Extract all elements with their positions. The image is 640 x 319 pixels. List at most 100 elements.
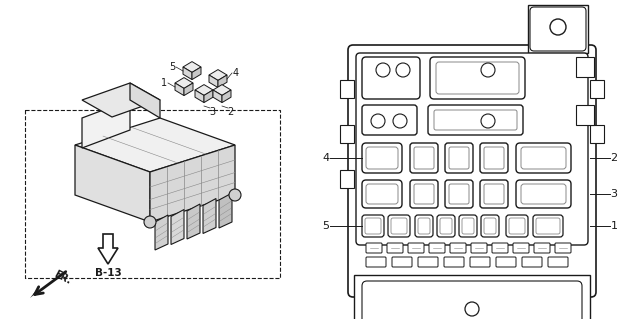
Text: 5: 5 xyxy=(169,62,175,72)
FancyBboxPatch shape xyxy=(536,218,560,234)
Polygon shape xyxy=(187,204,200,239)
Text: FR.: FR. xyxy=(52,269,72,287)
Circle shape xyxy=(396,63,410,77)
Text: 3: 3 xyxy=(209,107,215,117)
FancyBboxPatch shape xyxy=(362,105,417,135)
Polygon shape xyxy=(195,85,213,95)
FancyBboxPatch shape xyxy=(366,257,386,267)
FancyBboxPatch shape xyxy=(388,215,410,237)
FancyBboxPatch shape xyxy=(484,184,504,204)
Polygon shape xyxy=(213,90,222,103)
FancyBboxPatch shape xyxy=(484,147,504,169)
FancyBboxPatch shape xyxy=(362,180,402,208)
Text: 4: 4 xyxy=(233,68,239,78)
FancyBboxPatch shape xyxy=(418,257,438,267)
FancyBboxPatch shape xyxy=(509,218,525,234)
FancyBboxPatch shape xyxy=(534,243,550,253)
FancyBboxPatch shape xyxy=(449,184,469,204)
Circle shape xyxy=(376,63,390,77)
Polygon shape xyxy=(75,145,150,222)
FancyBboxPatch shape xyxy=(459,215,477,237)
FancyBboxPatch shape xyxy=(530,7,586,51)
Bar xyxy=(528,5,588,53)
Polygon shape xyxy=(213,85,231,95)
FancyBboxPatch shape xyxy=(521,184,566,204)
FancyBboxPatch shape xyxy=(516,143,571,173)
FancyBboxPatch shape xyxy=(362,215,384,237)
FancyBboxPatch shape xyxy=(414,184,434,204)
Bar xyxy=(340,125,354,143)
FancyBboxPatch shape xyxy=(410,180,438,208)
Text: 2: 2 xyxy=(611,153,618,163)
FancyBboxPatch shape xyxy=(348,45,596,297)
Polygon shape xyxy=(30,288,38,298)
Circle shape xyxy=(465,302,479,316)
Circle shape xyxy=(481,114,495,128)
Text: B-13: B-13 xyxy=(95,268,122,278)
FancyBboxPatch shape xyxy=(516,180,571,208)
Circle shape xyxy=(229,189,241,201)
Text: 3: 3 xyxy=(611,189,618,199)
FancyBboxPatch shape xyxy=(506,215,528,237)
Polygon shape xyxy=(204,90,213,103)
FancyBboxPatch shape xyxy=(366,243,382,253)
Polygon shape xyxy=(98,234,118,264)
Polygon shape xyxy=(171,210,184,244)
Bar xyxy=(452,297,492,313)
Text: 1: 1 xyxy=(611,221,618,231)
Polygon shape xyxy=(130,83,160,118)
FancyBboxPatch shape xyxy=(436,62,519,94)
FancyBboxPatch shape xyxy=(445,180,473,208)
Polygon shape xyxy=(183,62,201,72)
Polygon shape xyxy=(219,193,232,228)
Polygon shape xyxy=(218,75,227,88)
FancyBboxPatch shape xyxy=(437,215,455,237)
Circle shape xyxy=(550,19,566,35)
FancyBboxPatch shape xyxy=(449,147,469,169)
FancyBboxPatch shape xyxy=(471,243,487,253)
Circle shape xyxy=(481,63,495,77)
Polygon shape xyxy=(183,67,192,80)
FancyBboxPatch shape xyxy=(429,243,445,253)
Polygon shape xyxy=(155,215,168,250)
FancyBboxPatch shape xyxy=(484,218,496,234)
FancyBboxPatch shape xyxy=(391,218,407,234)
Bar xyxy=(340,80,354,98)
Bar xyxy=(354,275,590,319)
Circle shape xyxy=(393,114,407,128)
Polygon shape xyxy=(203,198,216,234)
Text: 1: 1 xyxy=(161,78,167,88)
FancyBboxPatch shape xyxy=(362,57,420,99)
FancyBboxPatch shape xyxy=(365,218,381,234)
FancyBboxPatch shape xyxy=(362,281,582,319)
Polygon shape xyxy=(184,83,193,96)
Bar xyxy=(590,125,604,143)
Text: 2: 2 xyxy=(227,107,233,117)
FancyBboxPatch shape xyxy=(444,257,464,267)
FancyBboxPatch shape xyxy=(480,143,508,173)
Bar xyxy=(590,80,604,98)
FancyBboxPatch shape xyxy=(445,143,473,173)
FancyBboxPatch shape xyxy=(481,215,499,237)
FancyBboxPatch shape xyxy=(434,110,517,130)
Bar xyxy=(25,110,280,278)
Bar xyxy=(340,170,354,188)
FancyBboxPatch shape xyxy=(492,243,508,253)
FancyBboxPatch shape xyxy=(362,143,402,173)
FancyBboxPatch shape xyxy=(462,218,474,234)
FancyBboxPatch shape xyxy=(521,147,566,169)
FancyBboxPatch shape xyxy=(410,143,438,173)
FancyBboxPatch shape xyxy=(496,257,516,267)
FancyBboxPatch shape xyxy=(440,218,452,234)
FancyBboxPatch shape xyxy=(366,147,398,169)
FancyBboxPatch shape xyxy=(428,105,523,135)
FancyBboxPatch shape xyxy=(418,218,430,234)
FancyBboxPatch shape xyxy=(480,180,508,208)
FancyBboxPatch shape xyxy=(366,184,398,204)
FancyBboxPatch shape xyxy=(555,243,571,253)
Text: 5: 5 xyxy=(323,221,330,231)
Bar xyxy=(576,57,594,77)
Polygon shape xyxy=(82,100,130,148)
Circle shape xyxy=(144,216,156,228)
FancyBboxPatch shape xyxy=(548,257,568,267)
